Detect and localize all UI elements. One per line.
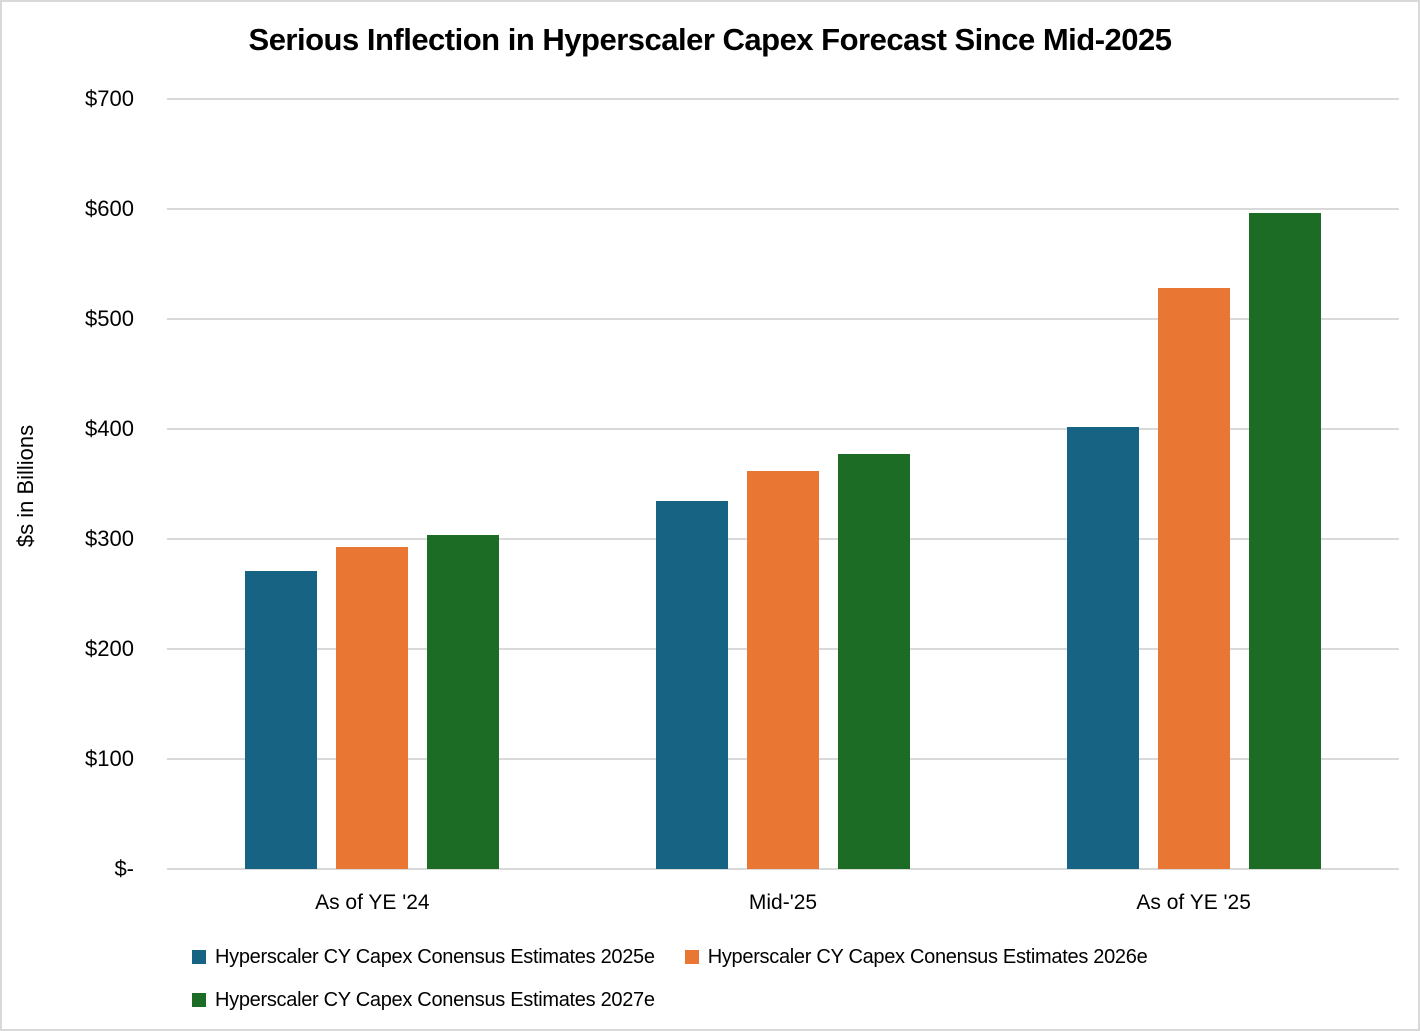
legend-row: Hyperscaler CY Capex Conensus Estimates … [192,944,1148,970]
gridline [167,868,1399,870]
bar [1157,288,1230,869]
legend-row: Hyperscaler CY Capex Conensus Estimates … [192,987,1147,1013]
legend-label: Hyperscaler CY Capex Conensus Estimates … [215,945,655,968]
bar [336,546,409,869]
bar [838,454,910,869]
legend-item: Hyperscaler CY Capex Conensus Estimates … [192,989,655,1012]
y-tick-label: $400 [85,416,134,441]
chart-title: Serious Inflection in Hyperscaler Capex … [248,22,1172,57]
y-tick-label: $- [114,856,134,881]
x-axis-label: As of YE '25 [1136,891,1251,914]
legend-item: Hyperscaler CY Capex Conensus Estimates … [192,946,655,969]
gridline [167,208,1399,210]
gridline [167,318,1399,320]
plot-area [167,98,1399,870]
gridline [167,98,1399,100]
legend-swatch-icon [192,950,206,964]
y-tick-label: $700 [85,86,134,111]
y-tick-label: $600 [85,196,134,221]
legend-item: Hyperscaler CY Capex Conensus Estimates … [684,945,1148,969]
gridline [167,428,1399,430]
y-tick-label: $200 [85,636,134,661]
bar [656,500,728,869]
bar [245,570,318,869]
y-tick-label: $100 [85,746,134,771]
legend-swatch-icon [684,950,699,964]
legend-label: Hyperscaler CY Capex Conensus Estimates … [707,945,1148,968]
x-axis-label: Mid-'25 [748,891,818,914]
legend-label: Hyperscaler CY Capex Conensus Estimates … [215,988,655,1011]
bar [1248,213,1321,869]
legend-swatch-icon [192,993,206,1007]
x-axis-label: As of YE '24 [315,891,430,914]
y-tick-label: $300 [85,526,134,551]
y-tick-label: $500 [85,306,134,331]
bar [1066,426,1139,869]
bar [747,470,819,869]
legend: Hyperscaler CY Capex Conensus Estimates … [192,944,1148,1029]
y-axis-title: $s in Billions [13,424,38,548]
bar [427,534,500,869]
